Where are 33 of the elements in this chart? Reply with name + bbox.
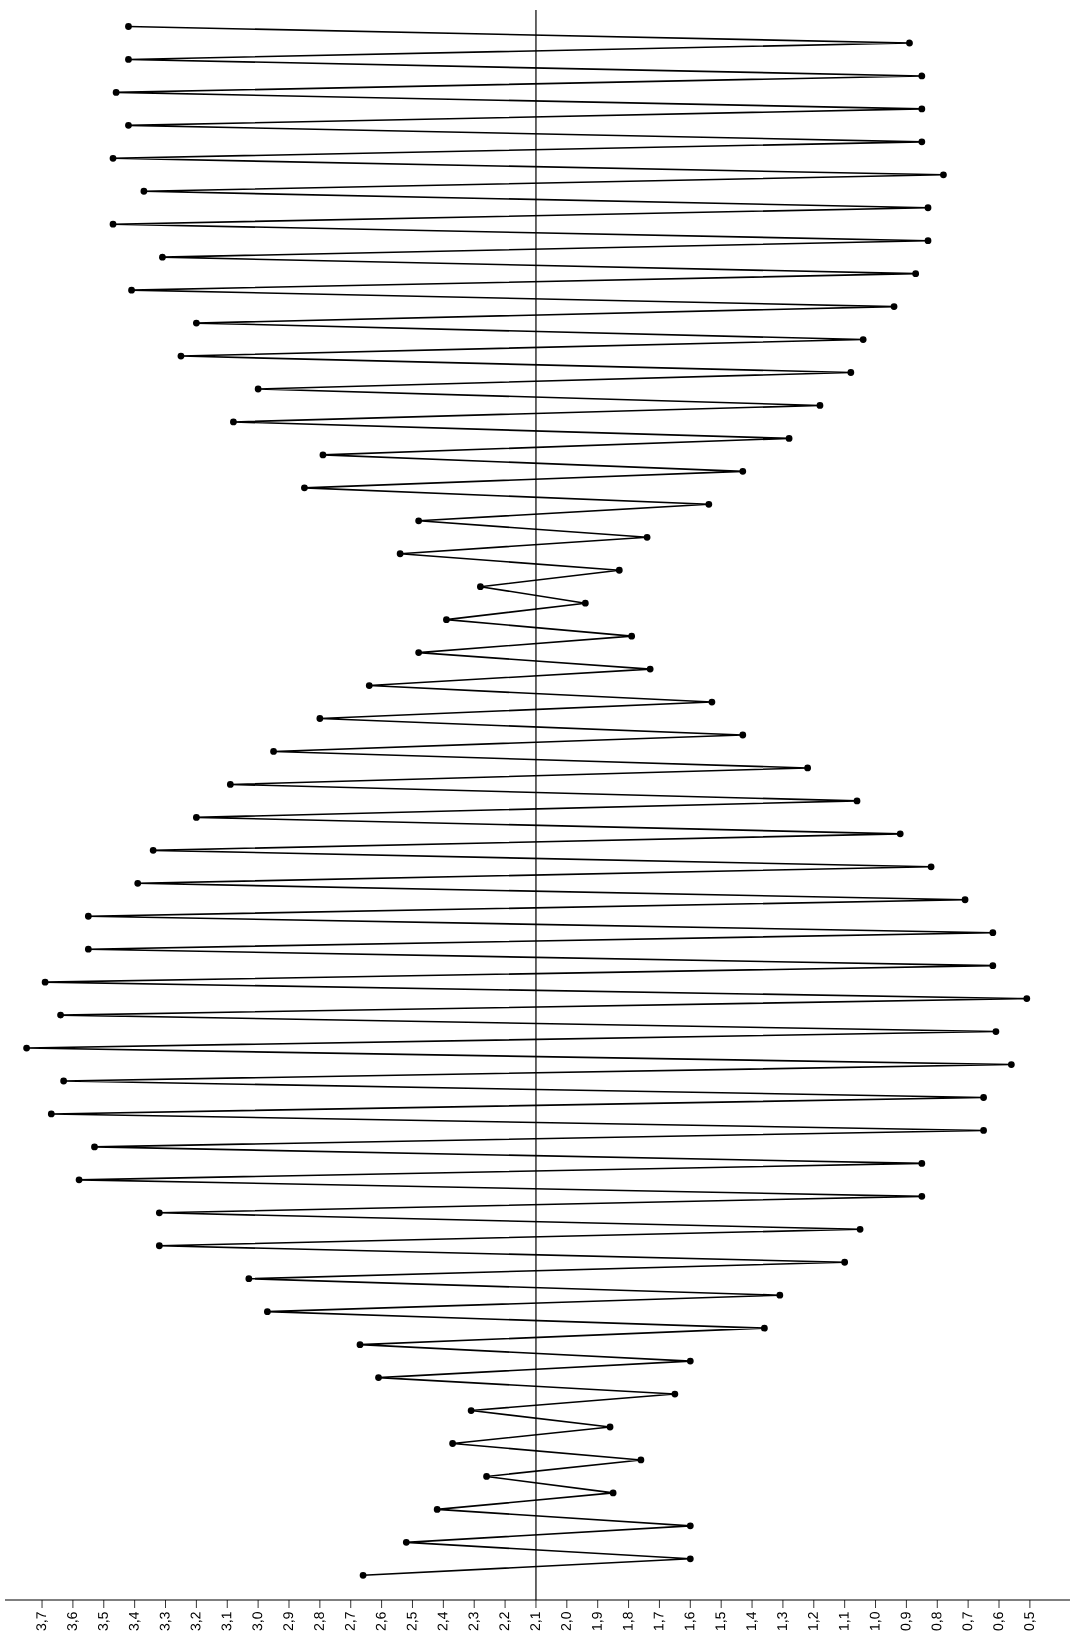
x-tick-label: 3,7 [36,1612,48,1631]
x-tick-label: 1,5 [715,1612,727,1630]
x-tick-label: 1,0 [869,1612,882,1630]
x-tick-label: 2,3 [468,1612,480,1631]
x-tick-label: 2,6 [375,1612,388,1631]
x-tick-label: 0,7 [962,1612,974,1631]
x-tick-label: 1,4 [746,1611,758,1630]
x-tick-label: 3,0 [252,1612,264,1631]
x-tick-label: 0,9 [900,1612,913,1631]
x-tick-label: 3,5 [97,1612,110,1631]
x-tick-label: 1,6 [684,1612,697,1630]
x-tick-label: 3,1 [221,1612,234,1631]
x-tick-label: 1,1 [838,1612,851,1630]
x-tick-label: 0,8 [931,1612,944,1631]
x-tick-label: 1,8 [622,1612,635,1630]
x-tick-label: 2,9 [283,1612,295,1631]
x-tick-label: 1,7 [653,1612,666,1630]
x-tick-label: 1,9 [591,1612,604,1630]
x-tick-label: 3,2 [190,1612,203,1631]
x-tick-label: 2,0 [561,1612,573,1631]
x-tick-label: 2,5 [406,1612,419,1631]
x-tick-label: 2,8 [314,1612,326,1631]
x-tick-label: 0,5 [1024,1612,1036,1631]
x-tick-label: 1,2 [807,1612,820,1630]
x-tick-label: 2,4 [437,1611,450,1631]
x-tick-label: 3,6 [67,1612,79,1631]
x-tick-label: 0,6 [993,1612,1005,1631]
x-tick-label: 1,3 [777,1612,789,1630]
x-tick-label: 2,1 [530,1612,542,1631]
x-tick-label: 3,4 [128,1611,141,1631]
x-tick-label: 3,3 [159,1612,172,1631]
x-tick-label: 2,7 [344,1612,357,1631]
x-tick-label: 2,2 [499,1612,511,1631]
